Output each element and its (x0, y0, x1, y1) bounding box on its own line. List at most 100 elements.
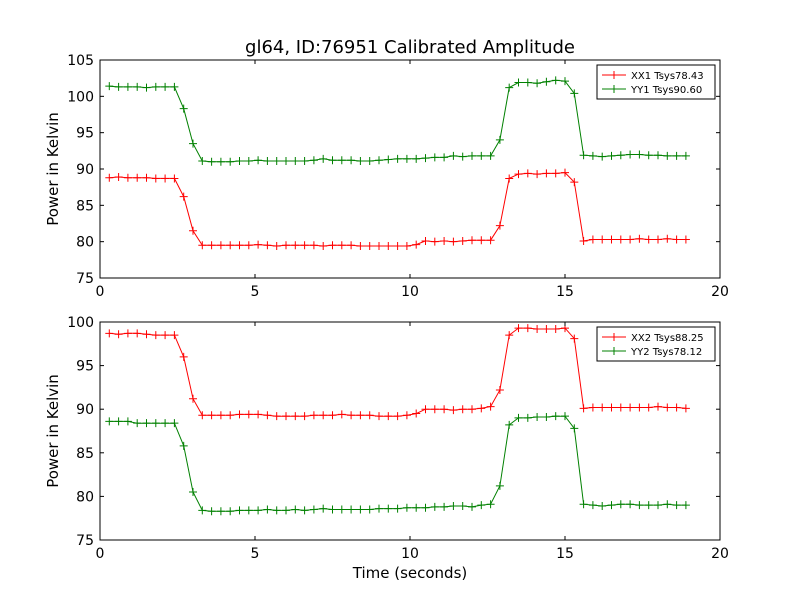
data-point (142, 330, 151, 339)
data-point (551, 324, 560, 333)
data-point (486, 236, 495, 245)
data-point (412, 503, 421, 512)
data-point (179, 192, 188, 201)
data-point (626, 500, 635, 509)
data-point (207, 507, 216, 516)
data-point (495, 221, 504, 230)
legend-marker (610, 71, 618, 79)
data-point (133, 419, 142, 428)
data-point (291, 241, 300, 250)
data-point (607, 151, 616, 160)
data-point (514, 78, 523, 87)
data-point (244, 410, 253, 419)
data-point (216, 411, 225, 420)
data-point (393, 412, 402, 421)
data-point (123, 329, 132, 338)
data-point (328, 156, 337, 165)
data-point (337, 505, 346, 514)
top-panel: 0 5 10 15 20 75 80 85 90 95 100 105 Power in Kelvin X… (44, 53, 729, 300)
data-point (375, 242, 383, 251)
data-point (663, 234, 672, 243)
data-point (114, 417, 123, 426)
data-point (356, 411, 365, 420)
legend-marker (610, 85, 618, 93)
data-point (505, 83, 514, 92)
x-tick-label: 5 (251, 284, 260, 300)
y-tick-label: 85 (76, 446, 94, 462)
data-point (216, 157, 225, 166)
data-point (365, 157, 374, 166)
data-point (114, 330, 123, 339)
data-point (179, 441, 188, 450)
data-point (477, 236, 486, 245)
data-point (654, 402, 662, 411)
data-point (458, 501, 467, 510)
data-point (421, 503, 430, 512)
data-point (635, 234, 644, 243)
legend-label: XX1 Tsys78.43 (631, 71, 704, 82)
data-point (133, 329, 142, 338)
data-point (142, 173, 151, 182)
data-point (161, 174, 170, 183)
data-point (505, 420, 514, 429)
data-point (458, 236, 467, 245)
data-point (347, 156, 356, 165)
data-point (626, 235, 635, 244)
data-point (254, 240, 263, 249)
data-point (412, 240, 421, 249)
data-point (272, 242, 281, 251)
data-point (282, 506, 290, 515)
data-point (235, 506, 244, 515)
y-tick-label: 90 (76, 402, 94, 418)
chart-title: gl64, ID:76951 Calibrated Amplitude (245, 37, 575, 58)
data-point (579, 404, 588, 413)
data-point (226, 411, 235, 420)
data-point (458, 405, 467, 414)
data-point (300, 157, 309, 166)
data-point (579, 151, 588, 160)
y-tick-label: 105 (67, 53, 94, 69)
x-tick-label: 15 (556, 284, 574, 300)
data-point (440, 153, 449, 162)
data-point (189, 139, 197, 148)
y-tick-label: 100 (67, 315, 94, 331)
data-point (319, 154, 328, 163)
data-point (189, 488, 197, 497)
y-axis-label: Power in Kelvin (44, 374, 62, 488)
data-point (523, 413, 532, 422)
data-point (375, 412, 383, 421)
data-point (514, 170, 523, 179)
data-point (263, 157, 272, 166)
data-point (477, 404, 486, 413)
data-point (486, 151, 495, 160)
data-point (421, 236, 430, 245)
data-point (291, 157, 300, 166)
data-point (402, 154, 411, 163)
data-point (291, 412, 300, 421)
data-point (198, 241, 207, 250)
data-point (607, 501, 616, 510)
data-point (440, 405, 449, 414)
data-point (309, 156, 318, 165)
data-point (105, 173, 114, 182)
data-point (514, 324, 523, 333)
data-point (272, 157, 281, 166)
data-point (282, 241, 290, 250)
data-point (598, 501, 607, 510)
data-point (365, 411, 374, 420)
data-point (551, 412, 560, 421)
data-point (681, 151, 690, 160)
data-point (672, 501, 681, 510)
data-point (579, 500, 588, 509)
data-point (356, 242, 365, 251)
data-point (337, 241, 346, 250)
x-tick-label: 10 (401, 284, 419, 300)
data-point (486, 500, 495, 509)
data-point (328, 505, 337, 514)
data-point (468, 502, 476, 511)
data-point (151, 331, 160, 340)
data-point (635, 150, 644, 159)
data-point (514, 413, 523, 422)
data-point (263, 411, 272, 420)
data-point (123, 417, 132, 426)
